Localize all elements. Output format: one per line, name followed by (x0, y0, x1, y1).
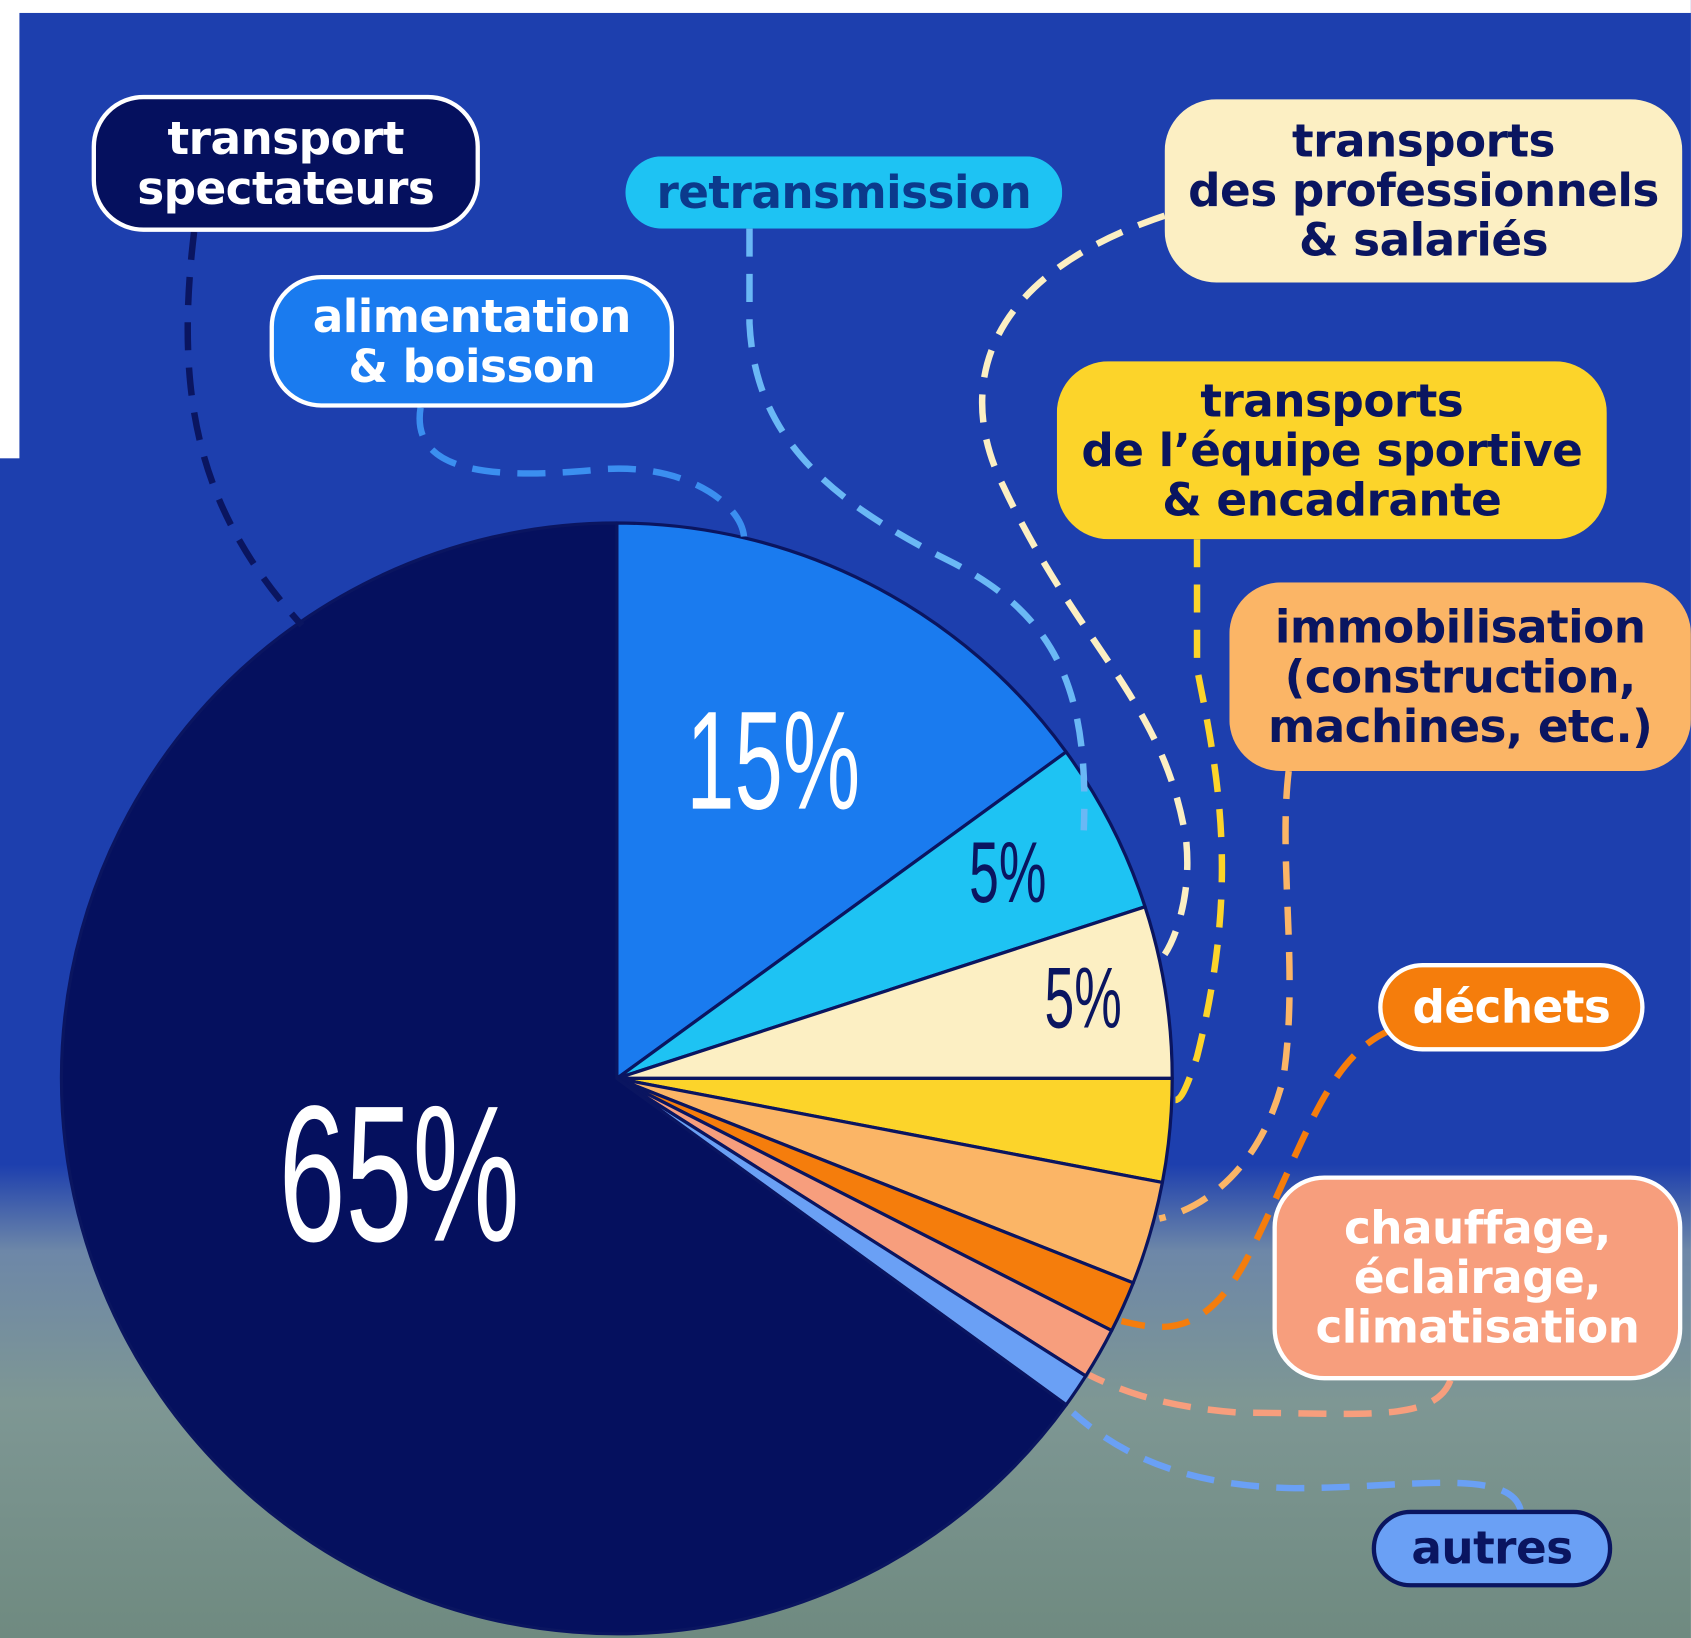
connector (746, 228, 1088, 831)
category-label: chauffage, éclairage, climatisation (1272, 1175, 1683, 1381)
value-label: 15% (686, 681, 860, 838)
slice (615, 750, 1147, 1081)
connector (978, 212, 1191, 957)
connector (184, 231, 305, 628)
slice (615, 521, 1068, 1081)
edge (0, 0, 1691, 13)
category-label: transports de l’équipe sportive & encadr… (1056, 361, 1607, 540)
connectors (184, 212, 1524, 1511)
category-label: autres (1371, 1509, 1613, 1588)
slice (59, 521, 1068, 1636)
connector (1120, 1026, 1393, 1331)
slice (615, 905, 1174, 1081)
connector (1174, 539, 1226, 1104)
connector (1087, 1372, 1454, 1418)
value-label: 5% (1044, 950, 1121, 1046)
edge (0, 0, 20, 459)
connector (416, 407, 748, 540)
category-label: transports des professionnels & salariés (1164, 99, 1683, 283)
category-label: immobilisation (construction, machines, … (1229, 582, 1691, 772)
category-label: alimentation & boisson (269, 274, 674, 408)
category-label: déchets (1378, 963, 1645, 1052)
value-label: 5% (969, 825, 1046, 921)
connector (1158, 770, 1293, 1222)
category-label: retransmission (625, 156, 1063, 229)
connector (1070, 1410, 1524, 1511)
category-label: transport spectateurs (91, 94, 480, 232)
slices (59, 521, 1174, 1636)
value-label: 65% (279, 1066, 520, 1282)
